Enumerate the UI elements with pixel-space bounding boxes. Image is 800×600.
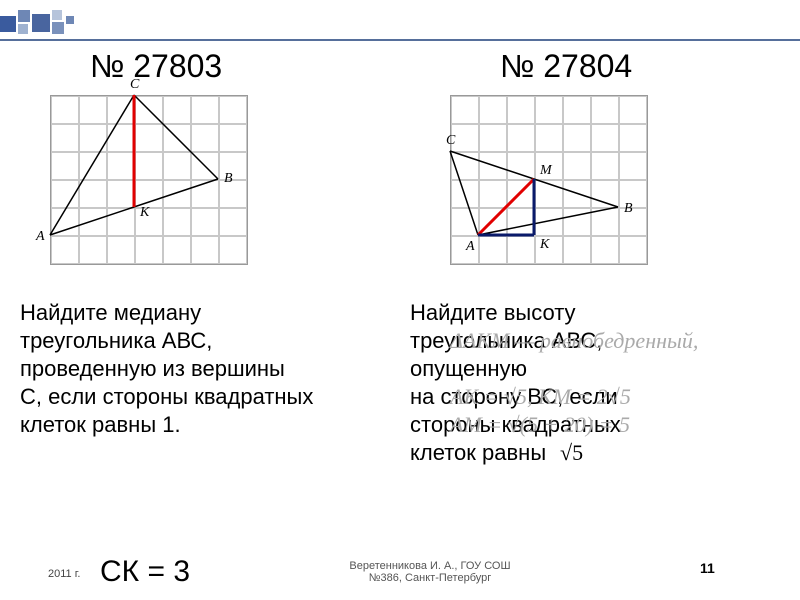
vertex-label: К [540,237,549,253]
vertex-label: К [140,205,149,221]
problem-text-line: клеток равны 1. [20,412,181,438]
problem-text-line: проведенную из вершины [20,356,285,382]
page-number: 11 [700,560,715,576]
answer-left: СК = 3 [100,555,190,589]
ghost-text-line: ΔАКМ — равнобедренный, [450,328,698,354]
footer-line2: №386, Санкт-Петербург [369,572,492,584]
footer-credit: Веретенникова И. А., ГОУ СОШ №386, Санкт… [300,560,560,584]
problem-text-line: треугольника АВС, [20,328,212,354]
vertex-label: C [130,77,139,93]
footer-line1: Веретенникова И. А., ГОУ СОШ [349,560,510,572]
vertex-label: М [540,163,552,179]
problem-text-line: клеток равны [410,440,546,466]
vertex-label: B [224,171,233,187]
problem-text-line: Найдите медиану [20,300,201,326]
ghost-text-line: АК = √5, КМ = 2√5 [450,384,631,410]
ghost-text-line: АМ = √(5 + 20) = 5 [450,412,630,438]
vertex-label: A [466,239,475,255]
problem-text-line: С, если стороны квадратных [20,384,313,410]
decorative-topbar [0,6,800,34]
sqrt5-value: √5 [560,440,583,466]
vertex-label: B [624,201,633,217]
problem-text-line: Найдите высоту [410,300,576,326]
topbar-shapes [0,6,800,46]
problem-text-line: опущенную [410,356,527,382]
year-label: 2011 г. [48,568,80,580]
vertex-label: C [446,133,455,149]
vertex-label: A [36,229,45,245]
